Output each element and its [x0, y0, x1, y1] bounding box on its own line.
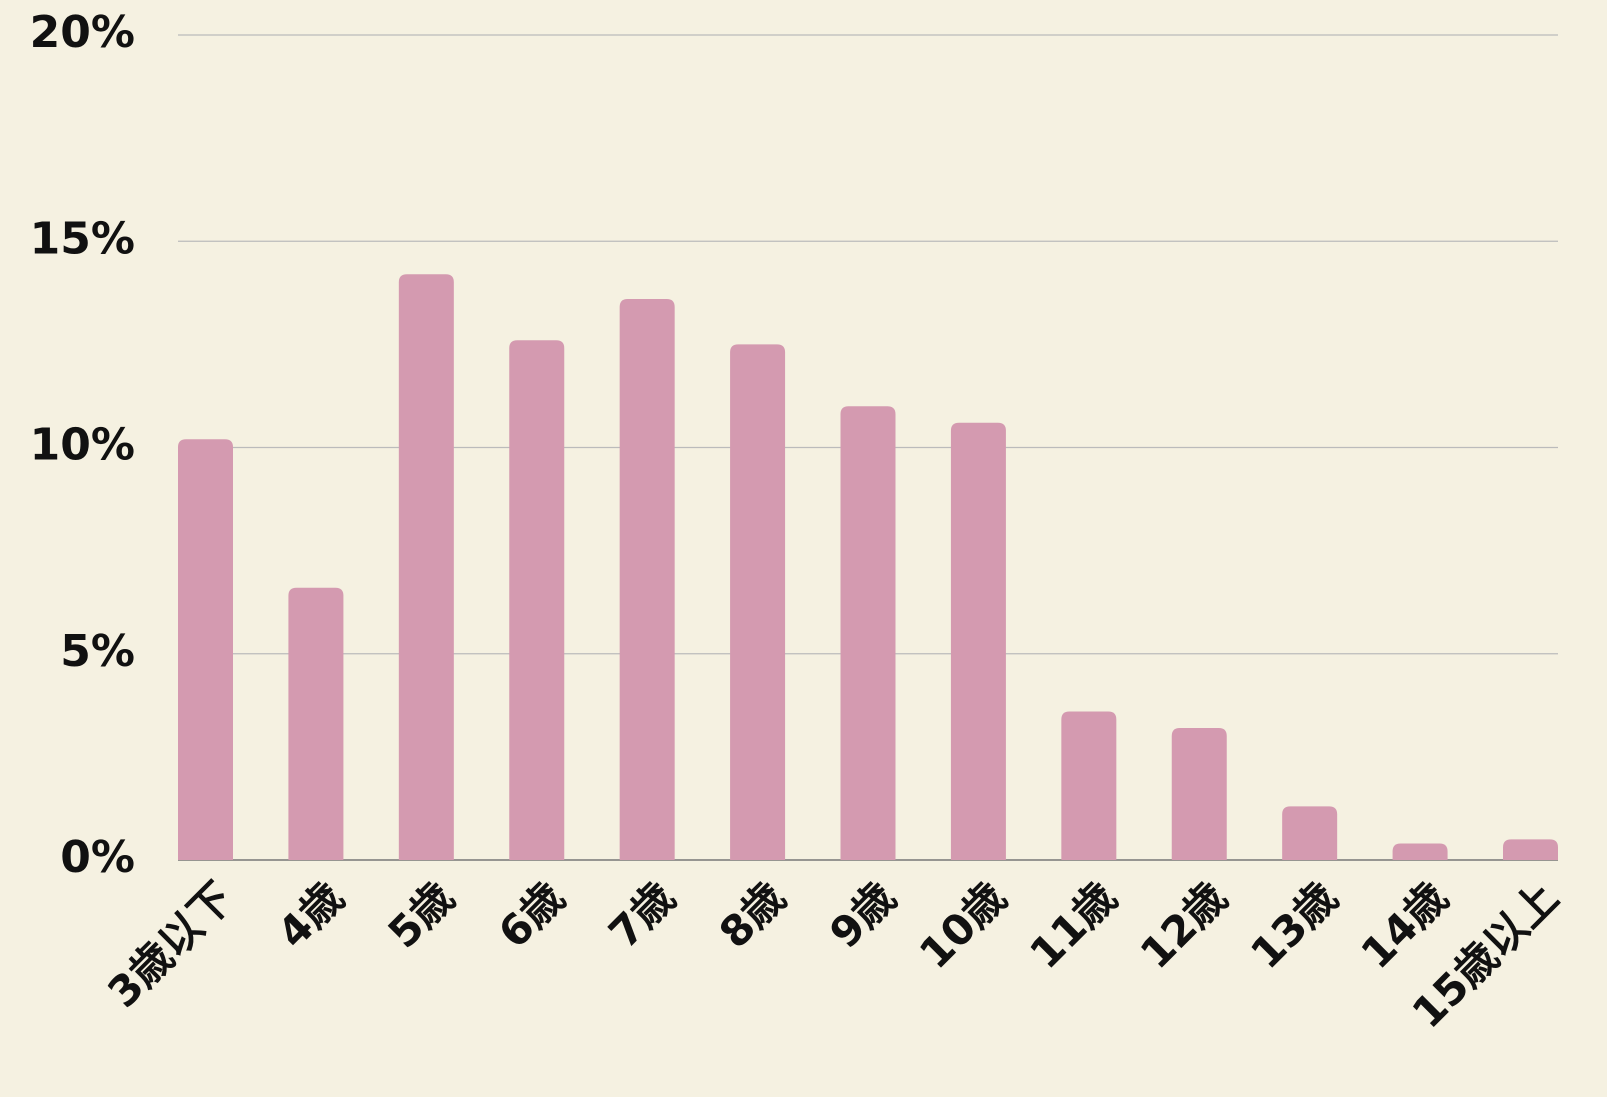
y-tick-label: 20% — [30, 7, 135, 58]
x-tick-label: 3歳以下 — [98, 873, 242, 1017]
bar — [1061, 711, 1117, 860]
x-tick-label: 8歳 — [710, 873, 795, 958]
y-tick-label: 5% — [60, 626, 135, 677]
bar — [950, 422, 1006, 860]
x-tick-label: 6歳 — [489, 873, 574, 958]
bar — [1503, 839, 1558, 860]
x-tick-label: 4歳 — [268, 873, 353, 958]
bar — [1171, 728, 1227, 860]
bar — [288, 587, 344, 860]
bar — [730, 344, 786, 860]
bar — [398, 274, 454, 860]
x-tick-label: 13歳 — [1241, 873, 1347, 979]
bar — [840, 406, 896, 860]
x-tick-label: 11歳 — [1020, 873, 1126, 979]
x-tick-label: 5歳 — [379, 873, 464, 958]
y-tick-label: 10% — [30, 420, 135, 471]
y-tick-label: 15% — [30, 213, 135, 264]
bar — [1392, 843, 1448, 860]
bar — [1282, 806, 1338, 860]
x-tick-label: 9歳 — [820, 873, 905, 958]
x-tick-label: 7歳 — [599, 873, 684, 958]
y-tick-label: 0% — [60, 832, 135, 883]
x-tick-label: 14歳 — [1352, 873, 1458, 979]
bar — [178, 439, 233, 860]
x-tick-label: 10歳 — [910, 873, 1016, 979]
x-tick-label: 12歳 — [1131, 873, 1237, 979]
bar — [509, 340, 565, 860]
bar — [619, 299, 675, 860]
